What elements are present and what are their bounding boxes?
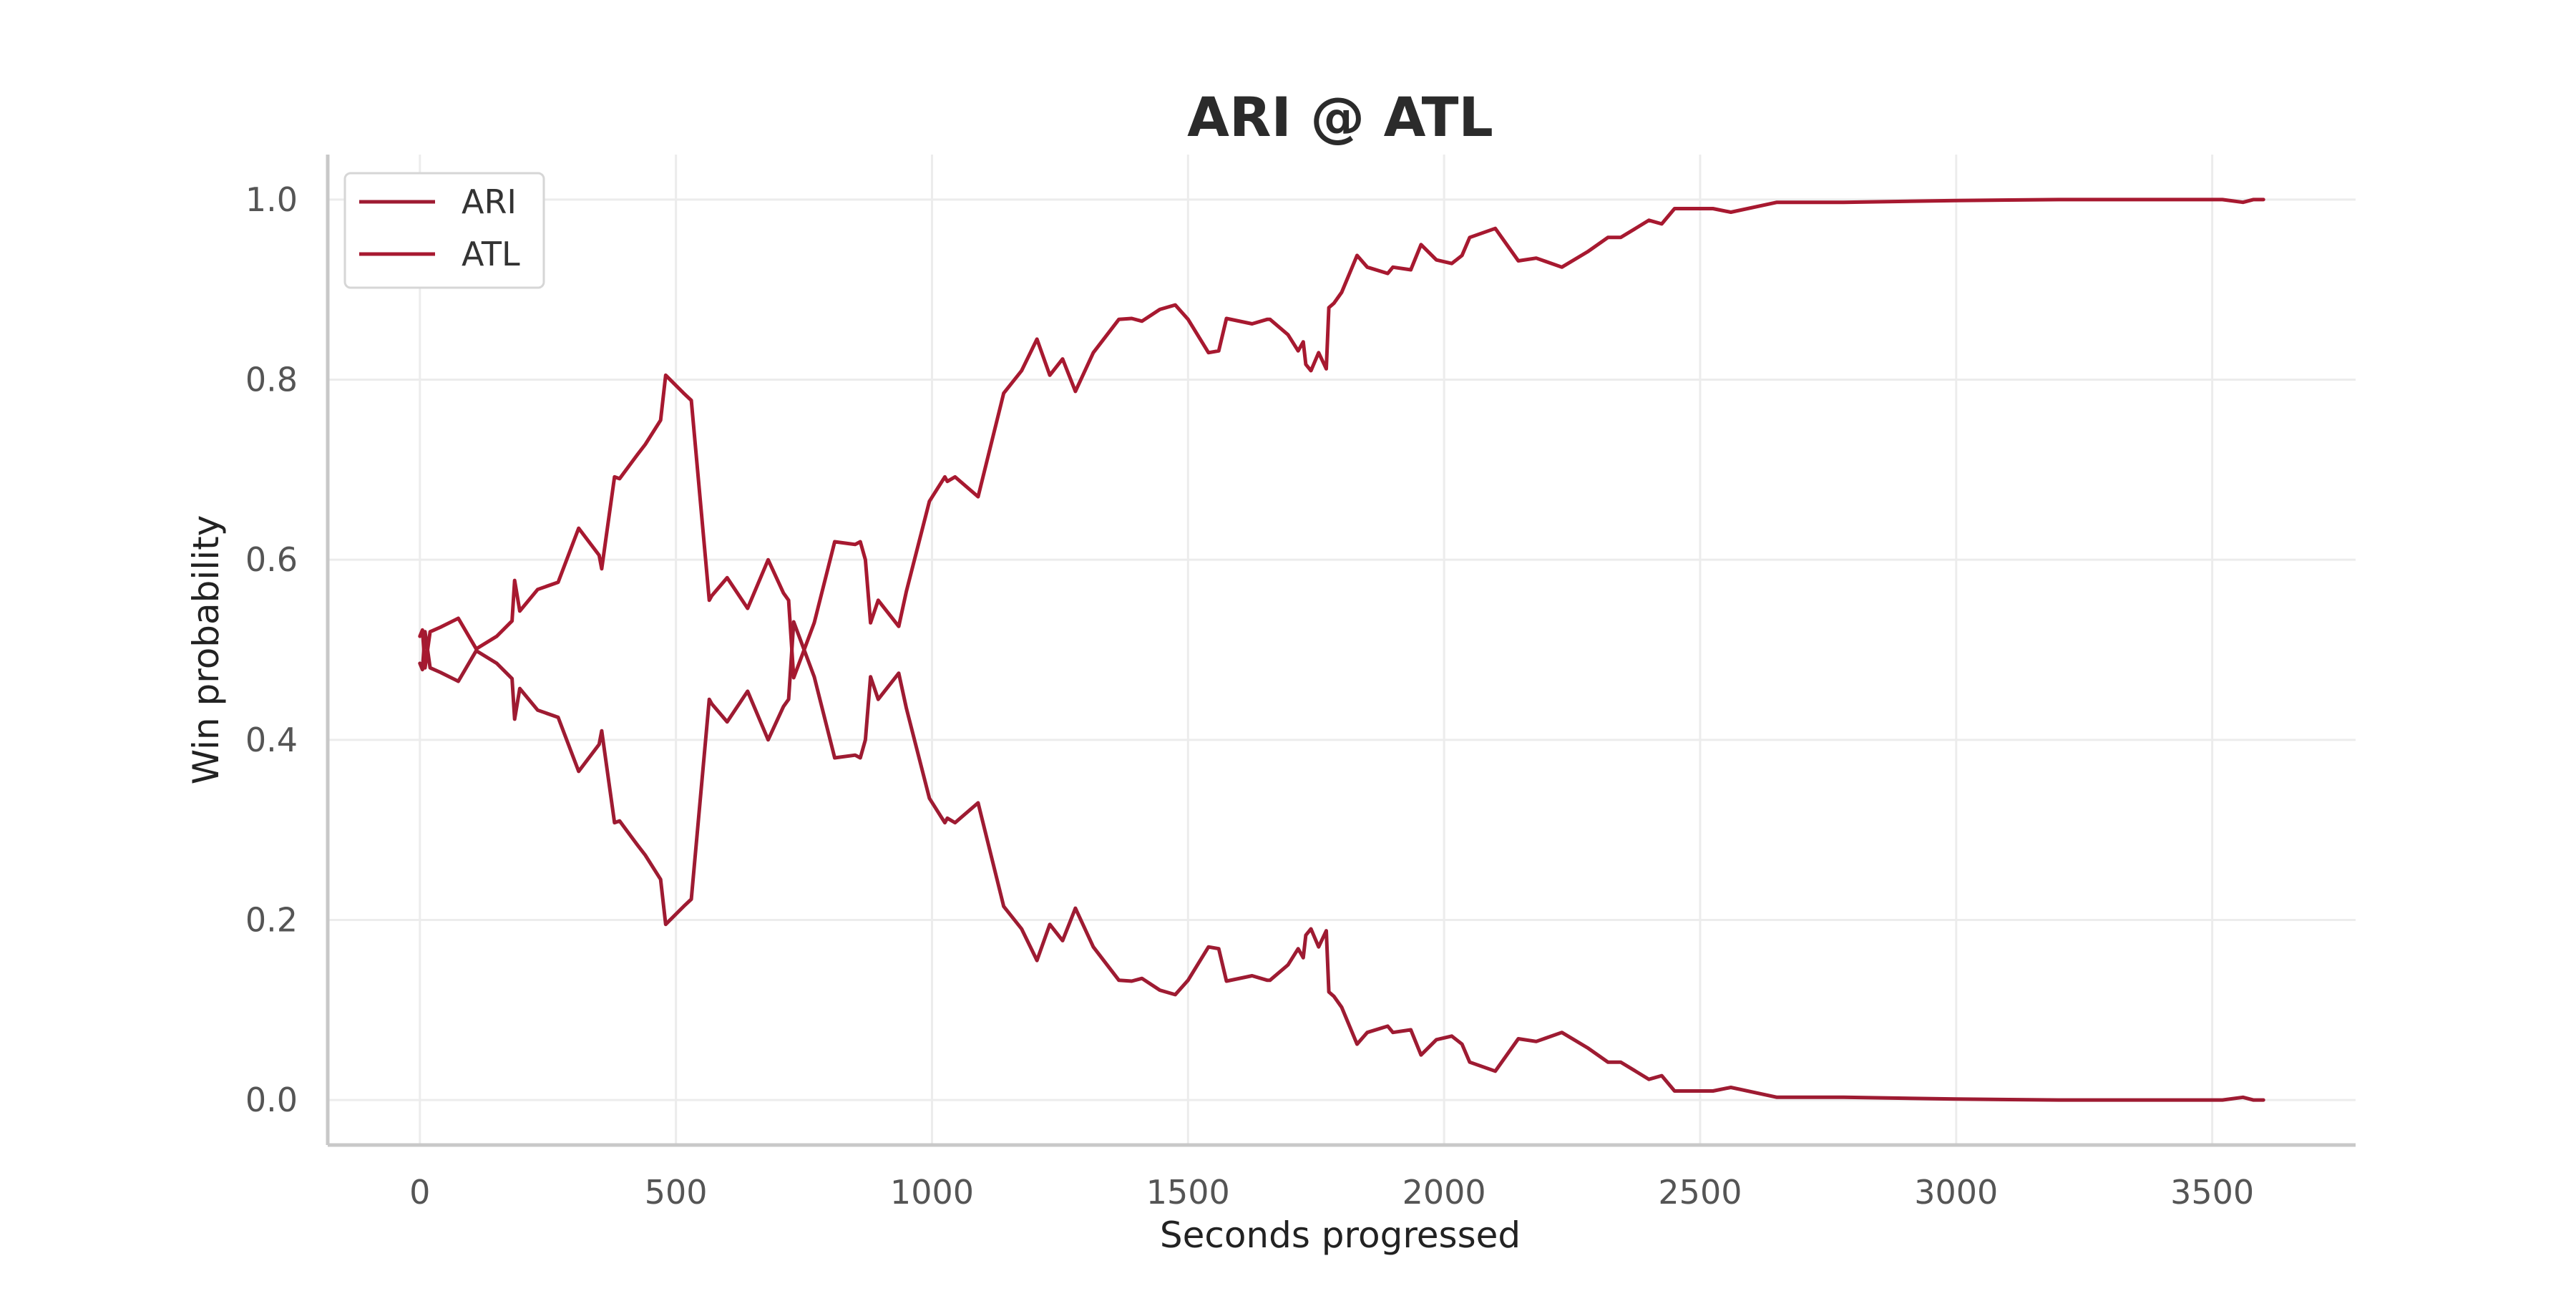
x-axis-label: Seconds progressed [1160,1214,1521,1256]
x-tick-label: 1500 [1146,1173,1230,1212]
series-line-atl [418,198,2265,680]
legend: ARI ATL [343,172,545,289]
y-axis-label: Win probability [185,515,227,785]
y-tick-label: 0.2 [245,900,298,939]
axes [326,155,2356,1147]
chart-title: ARI @ ATL [1187,85,1493,149]
x-tick-label: 0 [409,1173,430,1212]
y-tick-labels: 0.0 0.2 0.4 0.6 0.8 1.0 [245,180,298,1119]
x-tick-label: 3500 [2170,1173,2254,1212]
x-tick-label: 3000 [1914,1173,1998,1212]
series-lines [418,198,2265,1102]
y-tick-label: 1.0 [245,180,298,219]
x-tick-label: 2000 [1402,1173,1486,1212]
x-tick-label: 500 [645,1173,708,1212]
x-tick-labels: 0 500 1000 1500 2000 2500 3000 3500 [409,1173,2254,1212]
series-line-ari [418,620,2265,1102]
x-tick-label: 1000 [890,1173,974,1212]
y-tick-label: 0.4 [245,721,298,759]
y-tick-label: 0.0 [245,1081,298,1119]
x-tick-label: 2500 [1658,1173,1742,1212]
grid [328,155,2356,1145]
y-tick-label: 0.8 [245,361,298,399]
legend-label-ari: ARI [462,182,517,221]
y-tick-label: 0.6 [245,540,298,579]
legend-label-atl: ATL [462,235,520,273]
